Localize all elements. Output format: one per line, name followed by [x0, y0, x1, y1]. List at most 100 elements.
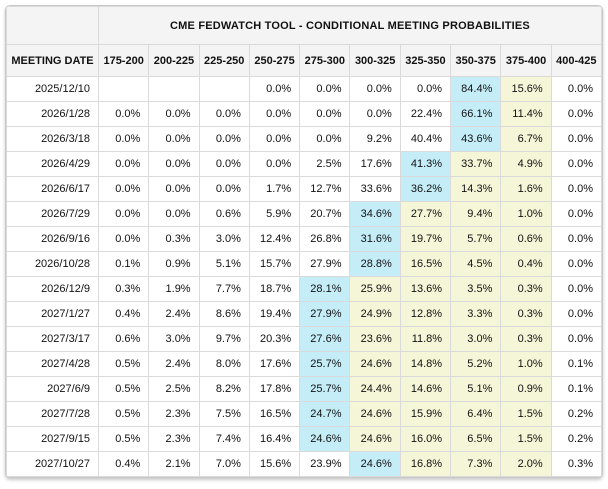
rate-range-header: 250-275	[248, 44, 301, 77]
meeting-date-cell: 2027/10/27	[6, 451, 99, 477]
probability-cell: 41.3%	[399, 151, 452, 177]
probability-cell: 1.6%	[500, 176, 552, 202]
probability-cell: 36.2%	[399, 176, 452, 202]
probability-cell: 0.0%	[349, 101, 401, 127]
probability-cell: 7.4%	[198, 426, 250, 452]
probability-cell: 0.3%	[500, 326, 552, 352]
meeting-date-cell: 2026/6/17	[6, 176, 99, 202]
probability-cell: 0.0%	[148, 151, 200, 177]
probability-cell: 7.5%	[198, 401, 250, 427]
probability-cell: 0.4%	[97, 301, 150, 327]
probability-cell: 0.0%	[248, 76, 301, 102]
probability-cell: 14.8%	[399, 351, 452, 377]
probability-cell: 5.1%	[450, 376, 502, 402]
fedwatch-panel: CME FEDWATCH TOOL - CONDITIONAL MEETING …	[5, 5, 603, 478]
probability-cell: 2.4%	[148, 301, 200, 327]
probability-cell: 0.0%	[399, 76, 452, 102]
table-row: 2026/9/16 0.0% 0.3% 3.0% 12.4% 26.8% 31.6% 19.7…	[6, 226, 602, 252]
probability-cell: 23.9%	[299, 451, 351, 477]
table-row: 2027/9/15 0.5% 2.3% 7.4% 16.4% 24.6% 24.6% 16.0…	[6, 426, 602, 452]
table-row: 2026/6/17 0.0% 0.0% 0.0% 1.7% 12.7% 33.6% 36.2%…	[6, 176, 602, 202]
probability-cell: 11.4%	[500, 101, 552, 127]
probability-cell: 16.5%	[248, 401, 301, 427]
rate-range-header: 200-225	[148, 44, 200, 77]
probability-cell	[148, 76, 200, 102]
probability-cell: 0.9%	[148, 251, 200, 277]
rate-range-header: 375-400	[500, 44, 552, 77]
probability-cell: 1.0%	[500, 201, 552, 227]
table-body: 2025/12/10 0.0% 0.0% 0.0% 0.0% 84.4% 15.6% 0.0%…	[6, 76, 602, 477]
probability-cell: 0.0%	[550, 101, 602, 127]
probability-cell: 0.6%	[500, 226, 552, 252]
table-row: 2026/4/29 0.0% 0.0% 0.0% 0.0% 2.5% 17.6% 41.3% 3…	[6, 151, 602, 177]
probability-cell: 28.8%	[349, 251, 401, 277]
probability-cell: 12.7%	[299, 176, 351, 202]
probability-cell: 17.6%	[349, 151, 401, 177]
probability-cell: 84.4%	[450, 76, 502, 102]
probability-cell: 19.7%	[399, 226, 452, 252]
probability-cell: 0.3%	[550, 451, 602, 477]
probability-cell: 0.0%	[550, 326, 602, 352]
meeting-date-cell: 2027/4/28	[6, 351, 99, 377]
probability-cell: 0.0%	[148, 176, 200, 202]
probability-cell: 28.1%	[299, 276, 351, 302]
probability-cell: 1.7%	[248, 176, 301, 202]
probability-cell: 33.6%	[349, 176, 401, 202]
fedwatch-table: CME FEDWATCH TOOL - CONDITIONAL MEETING …	[6, 6, 602, 477]
probability-cell: 0.5%	[97, 351, 150, 377]
probability-cell: 7.0%	[198, 451, 250, 477]
meeting-date-cell: 2026/7/29	[6, 201, 99, 227]
probability-cell: 20.3%	[248, 326, 301, 352]
probability-cell: 24.4%	[349, 376, 401, 402]
probability-cell: 8.6%	[198, 301, 250, 327]
meeting-date-cell: 2026/10/28	[6, 251, 99, 277]
table-row: 2026/1/28 0.0% 0.0% 0.0% 0.0% 0.0% 0.0% 22.4% 66…	[6, 101, 602, 127]
probability-cell: 16.5%	[399, 251, 452, 277]
probability-cell: 0.5%	[97, 376, 150, 402]
table-title: CME FEDWATCH TOOL - CONDITIONAL MEETING …	[98, 6, 602, 45]
probability-cell: 24.6%	[349, 426, 401, 452]
probability-cell: 0.3%	[148, 226, 200, 252]
table-row: 2027/1/27 0.4% 2.4% 8.6% 19.4% 27.9% 24.9% 12.8…	[6, 301, 602, 327]
probability-cell: 0.0%	[97, 101, 150, 127]
probability-cell: 24.6%	[349, 451, 401, 477]
meeting-date-cell: 2027/6/9	[6, 376, 99, 402]
rate-range-header: 350-375	[450, 44, 502, 77]
probability-cell: 0.0%	[299, 76, 351, 102]
table-row: 2027/6/9 0.5% 2.5% 8.2% 17.8% 25.7% 24.4% 14.6%…	[6, 376, 602, 402]
probability-cell: 2.3%	[148, 401, 200, 427]
probability-cell: 22.4%	[399, 101, 452, 127]
probability-cell: 16.4%	[248, 426, 301, 452]
meeting-date-cell: 2027/9/15	[6, 426, 99, 452]
table-row: 2026/12/9 0.3% 1.9% 7.7% 18.7% 28.1% 25.9% 13.6…	[6, 276, 602, 302]
probability-cell: 15.6%	[500, 76, 552, 102]
probability-cell: 0.0%	[550, 226, 602, 252]
probability-cell: 5.1%	[198, 251, 250, 277]
probability-cell: 0.0%	[97, 126, 150, 152]
probability-cell: 8.2%	[198, 376, 250, 402]
probability-cell: 0.9%	[500, 376, 552, 402]
probability-cell: 0.5%	[97, 426, 150, 452]
probability-cell: 43.6%	[450, 126, 502, 152]
probability-cell: 15.9%	[399, 401, 452, 427]
corner-cell	[6, 6, 99, 45]
probability-cell: 0.1%	[550, 376, 602, 402]
probability-cell: 2.4%	[148, 351, 200, 377]
probability-cell: 0.0%	[148, 201, 200, 227]
probability-cell: 2.3%	[148, 426, 200, 452]
probability-cell: 5.7%	[450, 226, 502, 252]
probability-cell: 0.0%	[550, 201, 602, 227]
probability-cell: 0.0%	[198, 176, 250, 202]
meeting-date-cell: 2026/3/18	[6, 126, 99, 152]
meeting-date-cell: 2026/4/29	[6, 151, 99, 177]
probability-cell: 1.9%	[148, 276, 200, 302]
probability-cell: 31.6%	[349, 226, 401, 252]
probability-cell: 9.4%	[450, 201, 502, 227]
meeting-date-cell: 2025/12/10	[6, 76, 99, 102]
rate-range-header: 175-200	[97, 44, 150, 77]
meeting-date-cell: 2027/3/17	[6, 326, 99, 352]
probability-cell: 24.6%	[349, 351, 401, 377]
probability-cell: 0.0%	[198, 151, 250, 177]
probability-cell: 1.5%	[500, 426, 552, 452]
meeting-date-cell: 2027/1/27	[6, 301, 99, 327]
